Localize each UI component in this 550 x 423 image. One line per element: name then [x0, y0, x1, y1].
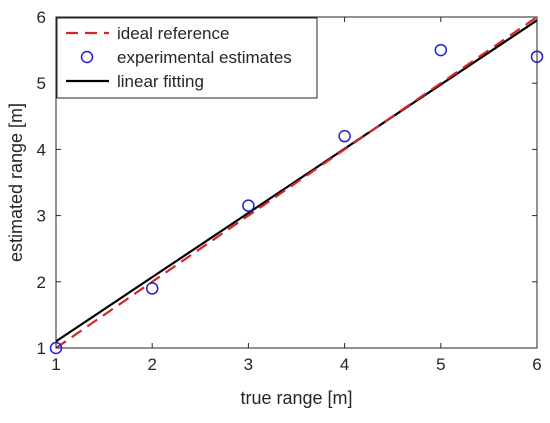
- legend-item-linear-fitting: linear fitting: [66, 72, 204, 91]
- series-ideal-reference: [55, 16, 538, 349]
- legend-box: [56, 17, 318, 99]
- x-tick-label: 1: [51, 355, 60, 374]
- linear-fitting-line: [55, 19, 538, 343]
- y-axis-label: estimated range [m]: [6, 103, 26, 262]
- data-point: [338, 129, 351, 143]
- y-tick-label: 6: [37, 8, 46, 27]
- plot-layer: [49, 16, 544, 355]
- data-point: [242, 199, 255, 212]
- y-tick-label: 5: [37, 74, 46, 93]
- x-tick-label: 6: [532, 355, 541, 374]
- x-tick-label: 2: [147, 355, 156, 374]
- legend-item-ideal-reference: ideal reference: [66, 24, 229, 43]
- series-linear-fitting: [55, 19, 538, 343]
- legend-swatch: [80, 50, 94, 64]
- data-point: [145, 282, 159, 295]
- y-tick-label: 3: [37, 207, 46, 226]
- x-tick-label: 5: [436, 355, 445, 374]
- legend-item-experimental-estimates: experimental estimates: [80, 48, 292, 67]
- legend-label: ideal reference: [117, 24, 229, 43]
- y-tick-label: 2: [37, 273, 46, 292]
- x-tick-label: 3: [244, 355, 253, 374]
- axes-layer: 1 2 3 4 5 6 1 2 3 4 5 6: [37, 8, 542, 374]
- data-point: [434, 43, 448, 57]
- legend: ideal reference experimental estimates lin…: [56, 17, 318, 99]
- y-tick-label: 4: [37, 140, 46, 159]
- legend-label: linear fitting: [117, 72, 204, 91]
- axes-box: [55, 16, 538, 349]
- x-axis-label: true range [m]: [240, 388, 352, 408]
- x-tick-label: 4: [340, 355, 349, 374]
- y-tick-label: 1: [37, 339, 46, 358]
- ideal-reference-line: [55, 16, 538, 349]
- legend-label: experimental estimates: [117, 48, 292, 67]
